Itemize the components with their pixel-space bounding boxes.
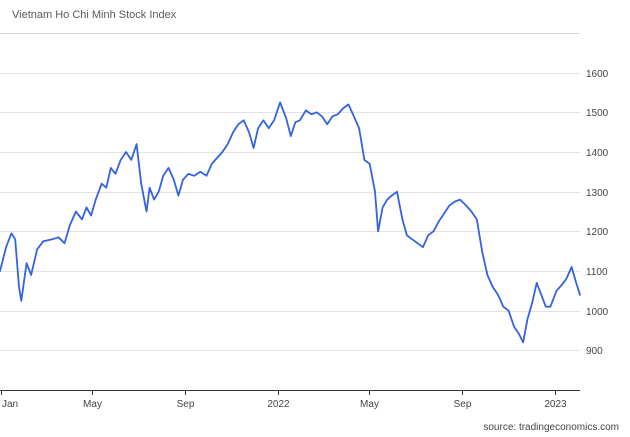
y-tick-label: 900 [586, 346, 603, 357]
x-tick-label: Sep [454, 399, 472, 410]
y-tick-label: 1400 [586, 148, 609, 159]
x-tick-label: Sep [177, 399, 195, 410]
source-credit: source: tradingeconomics.com [483, 422, 619, 433]
y-tick-label: 1600 [586, 69, 609, 80]
y-tick-label: 1100 [586, 267, 608, 278]
y-tick-label: 1500 [586, 108, 609, 119]
x-tick-label: 2023 [544, 399, 567, 410]
y-tick-label: 1000 [586, 307, 609, 318]
x-tick-label: 2022 [267, 399, 290, 410]
x-tick-label: Jan [2, 399, 18, 410]
y-tick-label: 1300 [586, 188, 609, 199]
index-series-line [0, 101, 581, 344]
y-tick-label: 1200 [586, 227, 609, 238]
x-tick-label: May [360, 399, 379, 410]
chart-title: Vietnam Ho Chi Minh Stock Index [12, 9, 177, 21]
x-tick-label: May [83, 399, 102, 410]
